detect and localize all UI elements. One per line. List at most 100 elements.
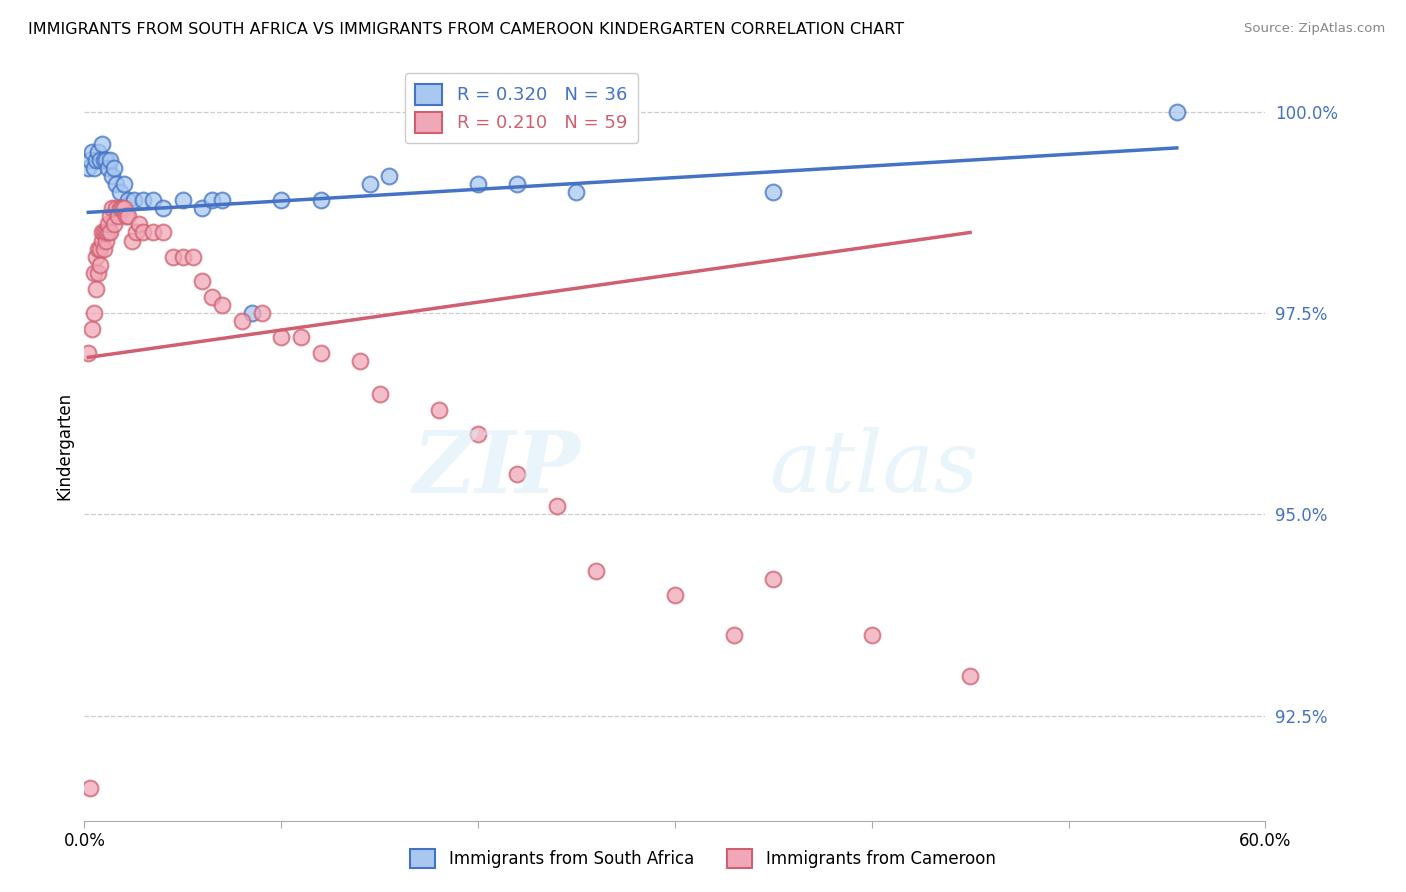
Point [97, 161, 120, 175]
Point [506, 467, 529, 482]
Point [467, 177, 489, 191]
Point [122, 194, 145, 208]
Point [117, 210, 139, 224]
Point [79, 153, 101, 167]
Point [83, 266, 105, 280]
Point [359, 177, 381, 191]
Point [142, 226, 165, 240]
Point [959, 668, 981, 682]
Point [103, 161, 125, 175]
Y-axis label: Kindergarten: Kindergarten [55, 392, 73, 500]
Point [762, 185, 785, 199]
Point [93, 153, 115, 167]
Point [112, 177, 135, 191]
Legend: R = 0.320   N = 36, R = 0.210   N = 59: R = 0.320 N = 36, R = 0.210 N = 59 [405, 73, 638, 144]
Point [79, 781, 101, 796]
Point [240, 306, 263, 320]
Point [211, 194, 233, 208]
Text: Source: ZipAtlas.com: Source: ZipAtlas.com [1244, 22, 1385, 36]
Point [89, 242, 111, 256]
Point [89, 153, 111, 167]
Point [98, 226, 121, 240]
Point [152, 202, 174, 216]
Point [181, 250, 204, 264]
Point [723, 628, 745, 642]
Point [121, 234, 143, 248]
Point [132, 194, 155, 208]
Point [368, 386, 391, 401]
Point [93, 242, 115, 256]
Point [98, 153, 121, 167]
Point [201, 290, 224, 304]
Point [82, 322, 104, 336]
Point [1166, 104, 1188, 119]
Point [91, 234, 114, 248]
Point [142, 194, 165, 208]
Point [101, 202, 124, 216]
Legend: Immigrants from South Africa, Immigrants from Cameroon: Immigrants from South Africa, Immigrants… [404, 842, 1002, 875]
Point [108, 202, 131, 216]
Point [101, 169, 124, 183]
Point [87, 266, 110, 280]
Point [152, 226, 174, 240]
Point [506, 177, 529, 191]
Text: IMMIGRANTS FROM SOUTH AFRICA VS IMMIGRANTS FROM CAMEROON KINDERGARTEN CORRELATIO: IMMIGRANTS FROM SOUTH AFRICA VS IMMIGRAN… [28, 22, 904, 37]
Point [87, 242, 110, 256]
Point [309, 346, 332, 360]
Point [546, 500, 568, 514]
Point [172, 250, 194, 264]
Point [172, 194, 194, 208]
Point [349, 354, 371, 368]
Point [378, 169, 401, 183]
Text: ZIP: ZIP [412, 426, 581, 510]
Point [104, 177, 127, 191]
Point [107, 210, 129, 224]
Point [290, 330, 312, 344]
Point [84, 250, 107, 264]
Point [91, 226, 114, 240]
Point [664, 588, 686, 602]
Point [87, 145, 110, 159]
Point [117, 194, 139, 208]
Point [97, 226, 120, 240]
Point [132, 226, 155, 240]
Point [124, 226, 146, 240]
Point [82, 145, 104, 159]
Point [84, 282, 107, 296]
Point [211, 298, 233, 312]
Point [162, 250, 184, 264]
Point [860, 628, 883, 642]
Point [427, 402, 450, 417]
Point [250, 306, 273, 320]
Point [97, 218, 120, 232]
Point [565, 185, 588, 199]
Point [108, 185, 131, 199]
Point [98, 210, 121, 224]
Point [84, 153, 107, 167]
Point [77, 161, 100, 175]
Point [191, 202, 214, 216]
Point [91, 136, 114, 151]
Point [111, 202, 134, 216]
Point [114, 210, 136, 224]
Point [762, 572, 785, 586]
Point [112, 202, 135, 216]
Point [94, 153, 117, 167]
Point [104, 202, 127, 216]
Point [103, 218, 125, 232]
Point [83, 161, 105, 175]
Point [585, 564, 607, 578]
Point [231, 314, 253, 328]
Text: atlas: atlas [769, 427, 979, 510]
Point [93, 226, 115, 240]
Point [94, 234, 117, 248]
Point [94, 226, 117, 240]
Point [201, 194, 224, 208]
Point [83, 306, 105, 320]
Point [77, 346, 100, 360]
Point [270, 330, 292, 344]
Point [309, 194, 332, 208]
Point [467, 426, 489, 441]
Point [191, 274, 214, 288]
Point [270, 194, 292, 208]
